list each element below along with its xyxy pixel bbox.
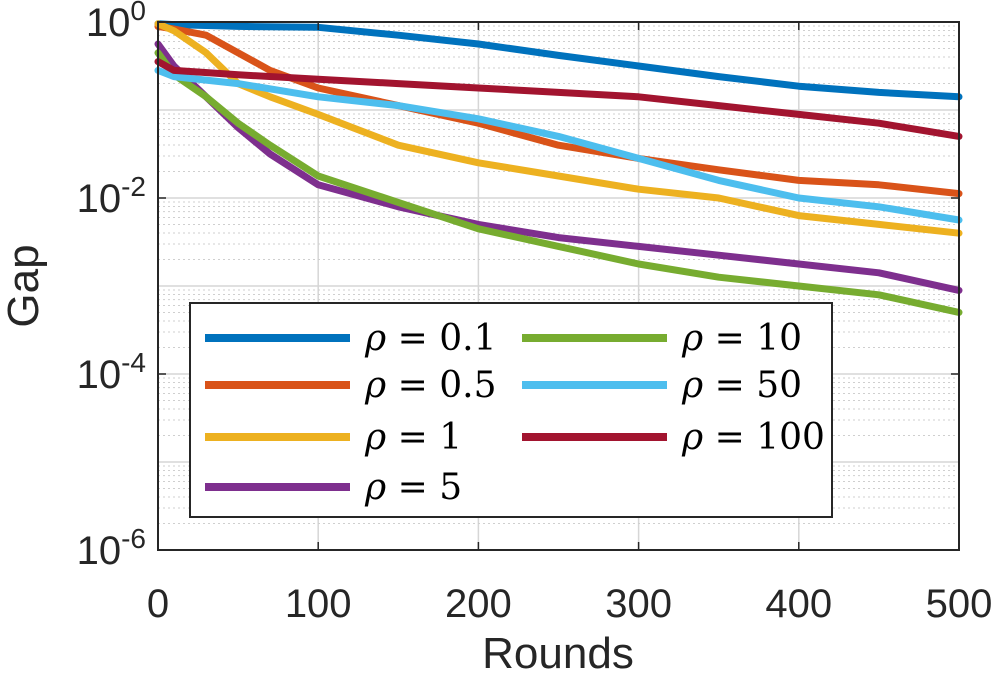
- x-tick-label: 400: [765, 582, 832, 626]
- y-tick-label: 100: [86, 0, 146, 45]
- legend-label: ρ = 100: [681, 417, 825, 458]
- series-line: [154, 66, 963, 224]
- series-line: [154, 20, 963, 237]
- y-axis-title: Gap: [0, 244, 48, 327]
- series-line: [154, 58, 963, 140]
- legend-label: ρ = 50: [681, 365, 802, 406]
- legend-label: ρ = 0.1: [364, 318, 496, 359]
- plot-frame: [157, 21, 960, 551]
- x-tick-label: 100: [285, 582, 352, 626]
- legend-label: ρ = 0.5: [364, 365, 496, 406]
- x-axis-title: Rounds: [482, 629, 634, 678]
- x-tick-label: 200: [445, 582, 512, 626]
- x-tick-label: 500: [926, 582, 993, 626]
- series-line: [154, 20, 963, 101]
- y-tick-label: 10-4: [77, 347, 146, 397]
- x-tick-label: 0: [147, 582, 169, 626]
- legend: ρ = 0.1 ρ = 0.5 ρ = 1 ρ = 5 ρ = 10 ρ = 50 ρ = …: [189, 302, 833, 518]
- y-tick-label: 10-2: [77, 171, 146, 221]
- x-axis-ticks: 0 100 200 300 400 500: [147, 22, 993, 626]
- legend-label: ρ = 5: [364, 467, 462, 508]
- y-axis-ticks: 100 10-2 10-4 10-6: [77, 0, 959, 573]
- series-lines: [154, 20, 963, 316]
- y-tick-label: 10-6: [77, 523, 146, 573]
- legend-label: ρ = 10: [681, 318, 802, 359]
- legend-label: ρ = 1: [364, 417, 462, 458]
- x-tick-label: 300: [605, 582, 672, 626]
- series-line: [154, 49, 963, 316]
